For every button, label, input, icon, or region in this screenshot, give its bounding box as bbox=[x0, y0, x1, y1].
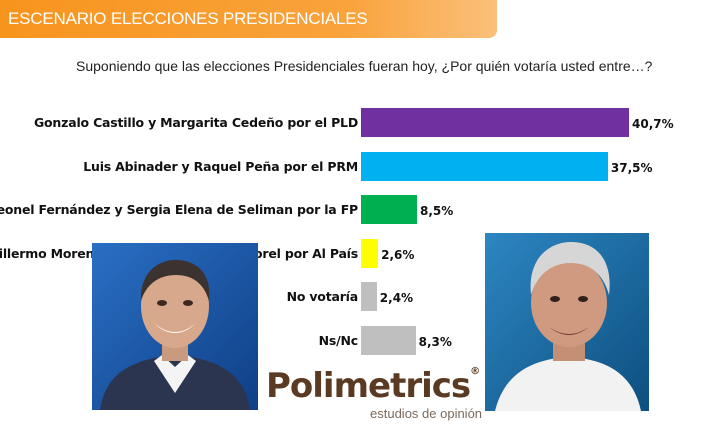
logo-tagline: estudios de opinión bbox=[370, 406, 483, 421]
bar bbox=[361, 151, 608, 181]
logo-registered: ® bbox=[470, 366, 480, 377]
bar bbox=[361, 325, 416, 355]
left-portrait-photo bbox=[92, 243, 258, 410]
data-label: 8,3% bbox=[418, 334, 452, 349]
person-photo-icon bbox=[92, 243, 258, 410]
bar bbox=[361, 108, 629, 137]
category-label: Ns/Nc bbox=[318, 332, 359, 348]
data-label: 2,4% bbox=[379, 291, 414, 305]
data-label: 40,7% bbox=[632, 117, 674, 131]
polimetrics-logo: Polimetrics® bbox=[266, 366, 480, 406]
bar bbox=[361, 238, 379, 268]
bar bbox=[361, 195, 417, 224]
category-label: Luis Abinader y Raquel Peña por el PRM bbox=[83, 158, 358, 174]
data-label: 37,5% bbox=[610, 160, 653, 175]
header-banner: ESCENARIO ELECCIONES PRESIDENCIALES bbox=[0, 0, 497, 38]
data-label: 2,6% bbox=[381, 247, 415, 262]
category-label: Gonzalo Castillo y Margarita Cedeño por … bbox=[33, 115, 358, 130]
header-title: ESCENARIO ELECCIONES PRESIDENCIALES bbox=[8, 9, 368, 28]
logo-brand: Polimetrics bbox=[266, 366, 471, 406]
person-photo-icon bbox=[485, 233, 649, 411]
right-portrait-photo bbox=[485, 233, 649, 411]
bar bbox=[361, 282, 377, 311]
category-label: Leonel Fernández y Sergia Elena de Selim… bbox=[0, 202, 358, 217]
survey-question: Suponiendo que las elecciones Presidenci… bbox=[76, 58, 653, 74]
category-label: No votaría bbox=[286, 289, 359, 304]
data-label: 8,5% bbox=[419, 204, 454, 218]
